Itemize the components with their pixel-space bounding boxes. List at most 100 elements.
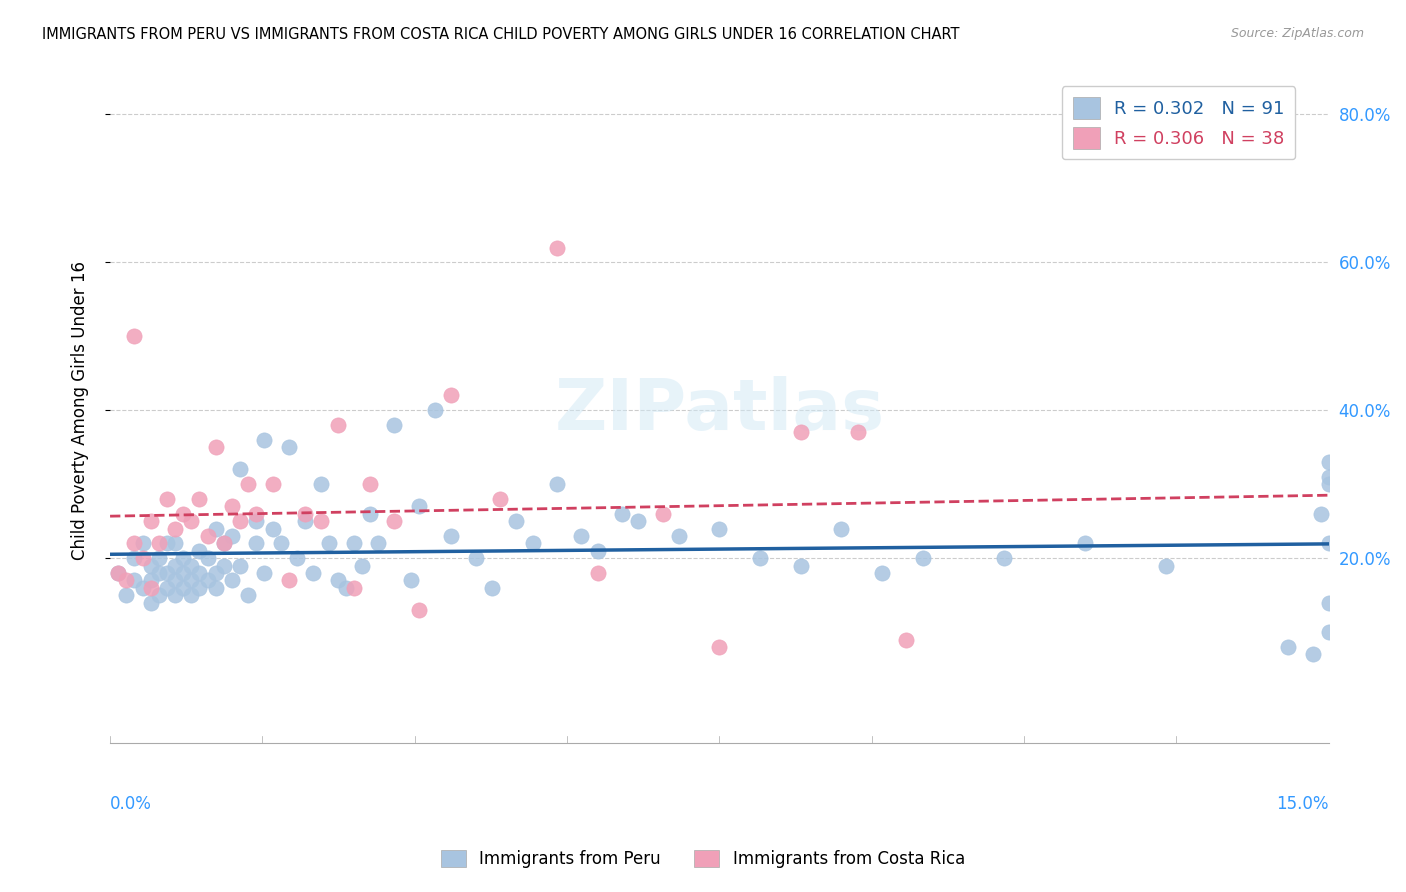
Point [165,522,187,536]
Point [423,403,446,417]
Point [586,544,609,558]
Point [188,566,211,580]
Point [180,514,202,528]
Point [359,477,381,491]
Point [277,440,299,454]
Point [1317,536,1340,550]
Point [188,544,211,558]
Point [212,536,235,550]
Point [1309,507,1331,521]
Point [212,558,235,573]
Point [197,551,219,566]
Point [522,536,544,550]
Point [238,477,260,491]
Point [139,514,162,528]
Point [172,551,194,566]
Point [270,536,292,550]
Point [204,440,226,454]
Point [789,425,811,440]
Point [115,574,138,588]
Point [172,507,194,521]
Text: 15.0%: 15.0% [1277,795,1329,813]
Point [204,566,226,580]
Point [165,588,187,602]
Legend: R = 0.302   N = 91, R = 0.306   N = 38: R = 0.302 N = 91, R = 0.306 N = 38 [1062,87,1295,160]
Point [610,507,633,521]
Point [408,603,430,617]
Point [1277,640,1299,654]
Point [440,529,463,543]
Point [311,514,333,528]
Point [148,566,170,580]
Point [131,581,153,595]
Text: Source: ZipAtlas.com: Source: ZipAtlas.com [1230,27,1364,40]
Point [367,536,389,550]
Point [464,551,486,566]
Point [546,477,568,491]
Point [896,632,918,647]
Point [262,477,284,491]
Point [1302,648,1324,662]
Point [221,529,243,543]
Point [212,536,235,550]
Point [343,536,366,550]
Point [1317,596,1340,610]
Point [651,507,673,521]
Point [311,477,333,491]
Point [245,514,267,528]
Point [399,574,422,588]
Point [709,522,731,536]
Point [180,558,202,573]
Point [911,551,934,566]
Point [165,536,187,550]
Point [165,558,187,573]
Point [1317,455,1340,469]
Point [789,558,811,573]
Text: ZIPatlas: ZIPatlas [554,376,884,445]
Point [245,536,267,550]
Point [569,529,592,543]
Y-axis label: Child Poverty Among Girls Under 16: Child Poverty Among Girls Under 16 [72,260,89,560]
Point [124,329,146,343]
Point [197,529,219,543]
Point [124,574,146,588]
Point [1074,536,1097,550]
Point [165,574,187,588]
Point [277,574,299,588]
Point [870,566,893,580]
Point [1156,558,1178,573]
Point [124,536,146,550]
Point [115,588,138,602]
Point [586,566,609,580]
Point [384,514,406,528]
Point [294,514,316,528]
Point [384,418,406,433]
Point [156,536,179,550]
Point [326,574,349,588]
Point [302,566,325,580]
Point [204,522,226,536]
Point [172,566,194,580]
Point [156,491,179,506]
Point [188,581,211,595]
Point [229,558,252,573]
Point [148,551,170,566]
Point [318,536,340,550]
Point [993,551,1015,566]
Point [139,574,162,588]
Point [253,433,276,447]
Point [668,529,690,543]
Point [253,566,276,580]
Point [326,418,349,433]
Point [172,581,194,595]
Point [107,566,129,580]
Point [139,581,162,595]
Point [294,507,316,521]
Point [188,491,211,506]
Point [221,500,243,514]
Point [546,241,568,255]
Point [180,574,202,588]
Point [285,551,308,566]
Point [627,514,650,528]
Point [204,581,226,595]
